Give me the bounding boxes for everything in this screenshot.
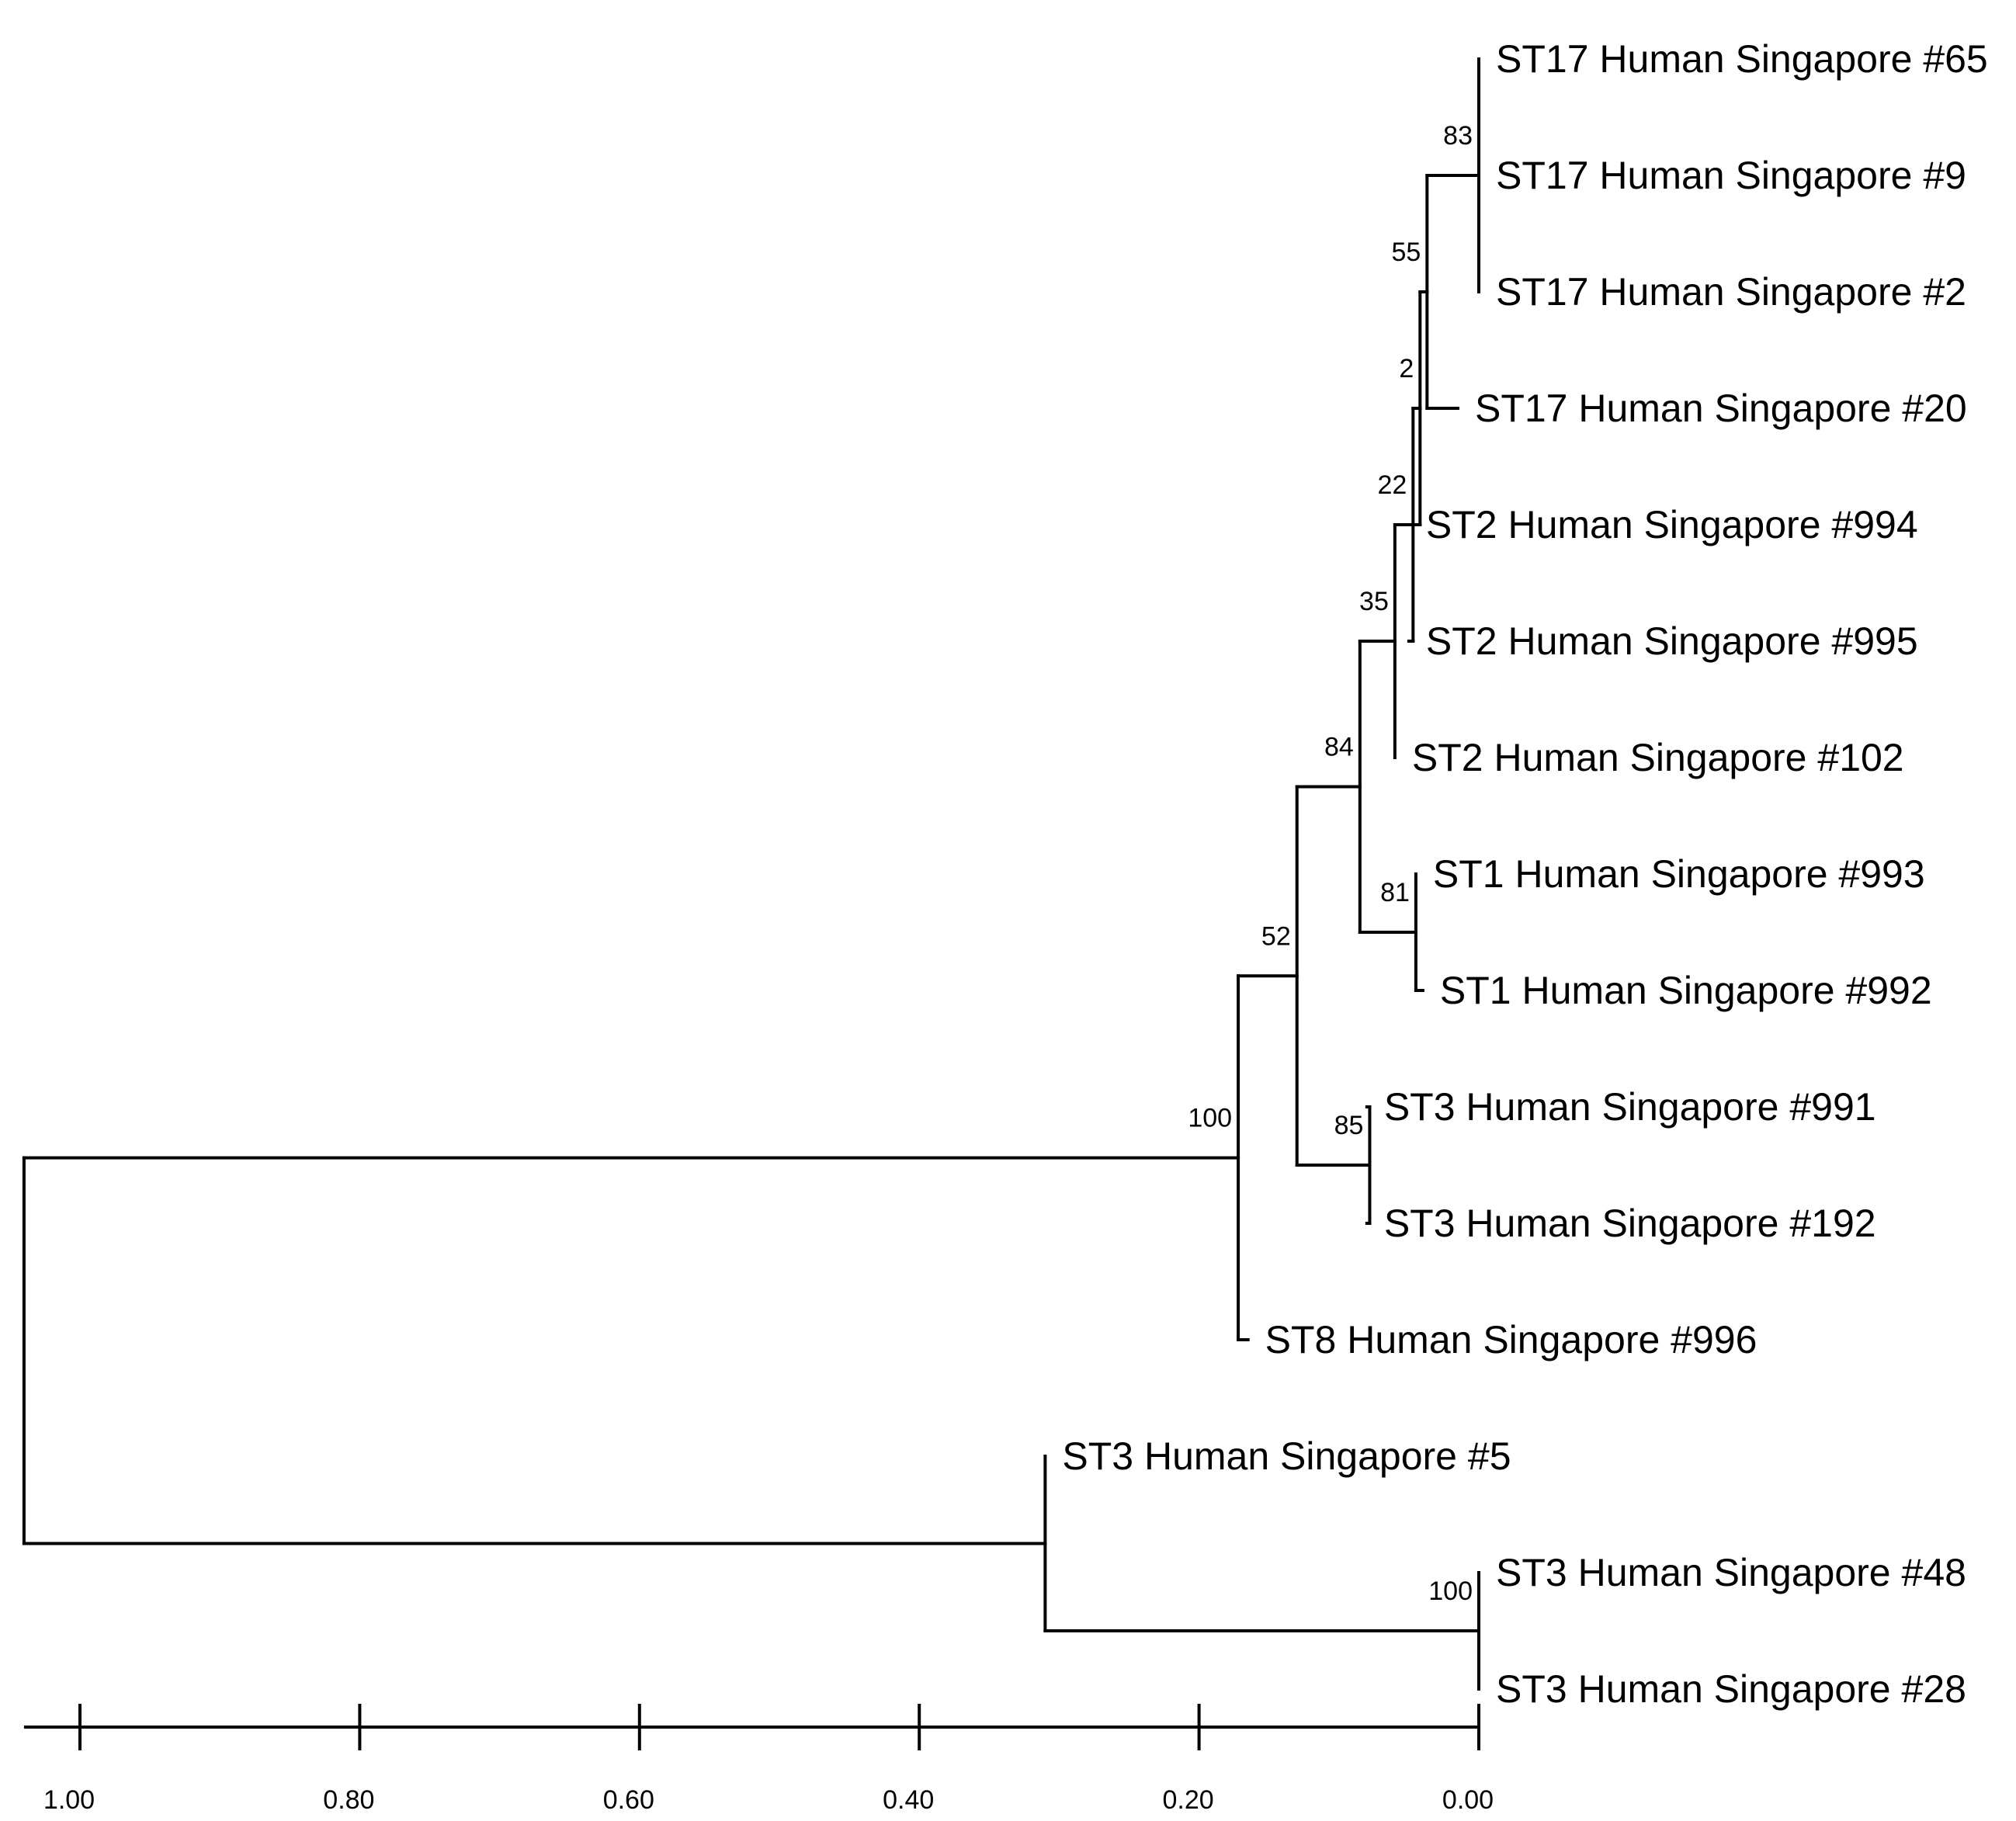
support-value-N22: 22 — [1377, 470, 1407, 500]
axis-tick-label: 0.40 — [883, 1785, 934, 1815]
leaf-label: ST8 Human Singapore #996 — [1265, 1318, 1757, 1361]
support-value-N55: 55 — [1391, 238, 1421, 267]
scale-axis: 1.00 0.80 0.60 0.40 0.20 0.00 — [23, 1704, 1494, 1815]
leaf-label: ST2 Human Singapore #995 — [1426, 619, 1918, 663]
leaf-label: ST1 Human Singapore #993 — [1433, 852, 1925, 896]
leaf-labels: ST17 Human Singapore #65 ST17 Human Singa… — [1062, 37, 1987, 1711]
tree-branches — [22, 57, 1480, 1691]
support-value-N83: 83 — [1443, 121, 1473, 151]
leaf-label: ST17 Human Singapore #2 — [1496, 270, 1966, 314]
leaf-label: ST3 Human Singapore #192 — [1384, 1202, 1876, 1245]
leaf-label: ST17 Human Singapore #9 — [1496, 154, 1966, 197]
axis-tick-label: 0.00 — [1442, 1785, 1494, 1815]
leaf-label: ST3 Human Singapore #991 — [1384, 1085, 1876, 1129]
axis-tick-label: 1.00 — [43, 1785, 95, 1815]
leaf-label: ST1 Human Singapore #992 — [1440, 969, 1932, 1012]
leaf-label: ST17 Human Singapore #20 — [1475, 387, 1967, 430]
axis-tick-label: 0.60 — [603, 1785, 654, 1815]
support-value-N52: 52 — [1261, 921, 1291, 951]
support-value-N84: 84 — [1324, 733, 1354, 762]
axis-tick-label: 0.80 — [323, 1785, 374, 1815]
support-value-N2: 2 — [1399, 354, 1414, 383]
leaf-label: ST3 Human Singapore #28 — [1496, 1667, 1966, 1711]
support-value-N35: 35 — [1359, 587, 1389, 616]
support-value-N85: 85 — [1334, 1111, 1364, 1140]
leaf-label: ST3 Human Singapore #5 — [1062, 1434, 1511, 1478]
leaf-label: ST2 Human Singapore #994 — [1426, 503, 1918, 546]
leaf-label: ST2 Human Singapore #102 — [1412, 736, 1904, 779]
leaf-label: ST17 Human Singapore #65 — [1496, 37, 1988, 81]
leaf-label: ST3 Human Singapore #48 — [1496, 1551, 1966, 1594]
support-value-N81: 81 — [1380, 878, 1410, 907]
support-value-N100b: 100 — [1428, 1576, 1473, 1606]
axis-tick-label: 0.20 — [1163, 1785, 1214, 1815]
support-value-N100a: 100 — [1188, 1104, 1232, 1133]
